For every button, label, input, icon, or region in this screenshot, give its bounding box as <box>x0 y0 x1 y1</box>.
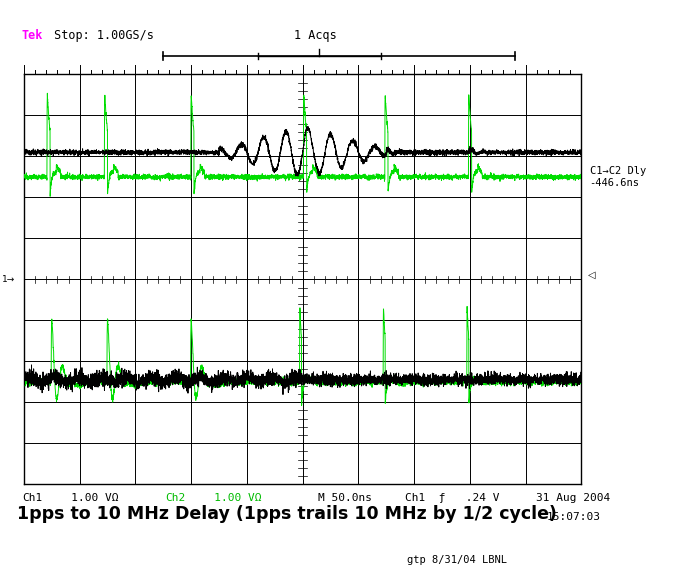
Text: gtp 8/31/04 LBNL: gtp 8/31/04 LBNL <box>407 555 507 564</box>
Text: 31 Aug 2004: 31 Aug 2004 <box>536 493 610 503</box>
Text: Stop: 1.00GS/s: Stop: 1.00GS/s <box>47 29 153 42</box>
Text: Ch2: Ch2 <box>166 493 186 503</box>
Text: 1.00 VΩ: 1.00 VΩ <box>51 493 119 503</box>
Text: 1→: 1→ <box>2 275 16 284</box>
Text: 1 Acqs: 1 Acqs <box>294 29 337 42</box>
Text: Ch1  ƒ   .24 V: Ch1 ƒ .24 V <box>405 493 499 503</box>
Text: C1→C2 Dly
-446.6ns: C1→C2 Dly -446.6ns <box>590 166 646 188</box>
Text: 1pps to 10 MHz Delay (1pps trails 10 MHz by 1/2 cycle): 1pps to 10 MHz Delay (1pps trails 10 MHz… <box>17 505 557 523</box>
Text: Ch1: Ch1 <box>22 493 42 503</box>
Text: M 50.0ns: M 50.0ns <box>318 493 372 503</box>
Text: 1.00 VΩ: 1.00 VΩ <box>194 493 262 503</box>
Text: ◁: ◁ <box>588 270 596 280</box>
Text: 15:07:03: 15:07:03 <box>547 512 601 521</box>
Text: Tek: Tek <box>22 29 43 42</box>
